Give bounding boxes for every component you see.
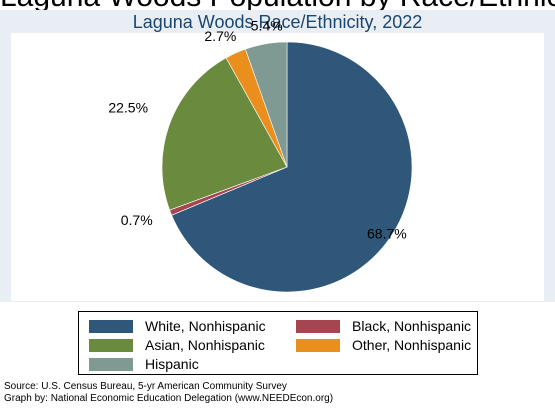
- legend-swatch-black: [296, 319, 340, 333]
- legend-label-white: White, Nonhispanic: [145, 318, 266, 334]
- pie-chart: 68.7% 0.7% 22.5% 2.7% 5.4%: [108, 17, 413, 293]
- plot-area: 68.7% 0.7% 22.5% 2.7% 5.4%: [11, 17, 544, 301]
- legend-label-hispanic: Hispanic: [145, 356, 199, 372]
- slice-value-label: 22.5%: [108, 100, 148, 116]
- legend-item-hispanic: Hispanic: [89, 355, 199, 373]
- chart-title: Laguna Woods Race/Ethnicity, 2022: [11, 11, 544, 33]
- legend-label-black: Black, Nonhispanic: [352, 318, 472, 334]
- source-note: Source: U.S. Census Bureau, 5-yr America…: [4, 381, 333, 405]
- legend-label-other: Other, Nonhispanic: [352, 337, 472, 353]
- legend-label-asian: Asian, Nonhispanic: [145, 337, 265, 353]
- slice-value-label: 68.7%: [367, 226, 407, 242]
- cut-off-page-title: Laguna Woods Population by Race/Ethnicit…: [0, 0, 555, 14]
- slice-value-label: 2.7%: [204, 28, 236, 44]
- slice-value-label: 5.4%: [251, 17, 283, 33]
- source-line: Source: U.S. Census Bureau, 5-yr America…: [4, 381, 287, 392]
- slice-value-label: 0.7%: [121, 212, 153, 228]
- legend: White, Nonhispanic Black, Nonhispanic As…: [78, 311, 478, 375]
- legend-item-asian: Asian, Nonhispanic: [89, 336, 265, 354]
- pie-slice-white-nonhispanic: [171, 41, 413, 293]
- pie-slice-asian-nonhispanic: [161, 57, 288, 211]
- legend-item-other: Other, Nonhispanic: [296, 336, 471, 354]
- legend-item-white: White, Nonhispanic: [89, 317, 266, 335]
- legend-swatch-asian: [89, 338, 133, 352]
- legend-item-black: Black, Nonhispanic: [296, 317, 471, 335]
- legend-swatch-white: [89, 319, 133, 333]
- legend-swatch-other: [296, 338, 340, 352]
- pie-slice-hispanic: [245, 41, 288, 168]
- credit-line: Graph by: National Economic Education De…: [4, 393, 334, 404]
- legend-swatch-hispanic: [89, 357, 133, 371]
